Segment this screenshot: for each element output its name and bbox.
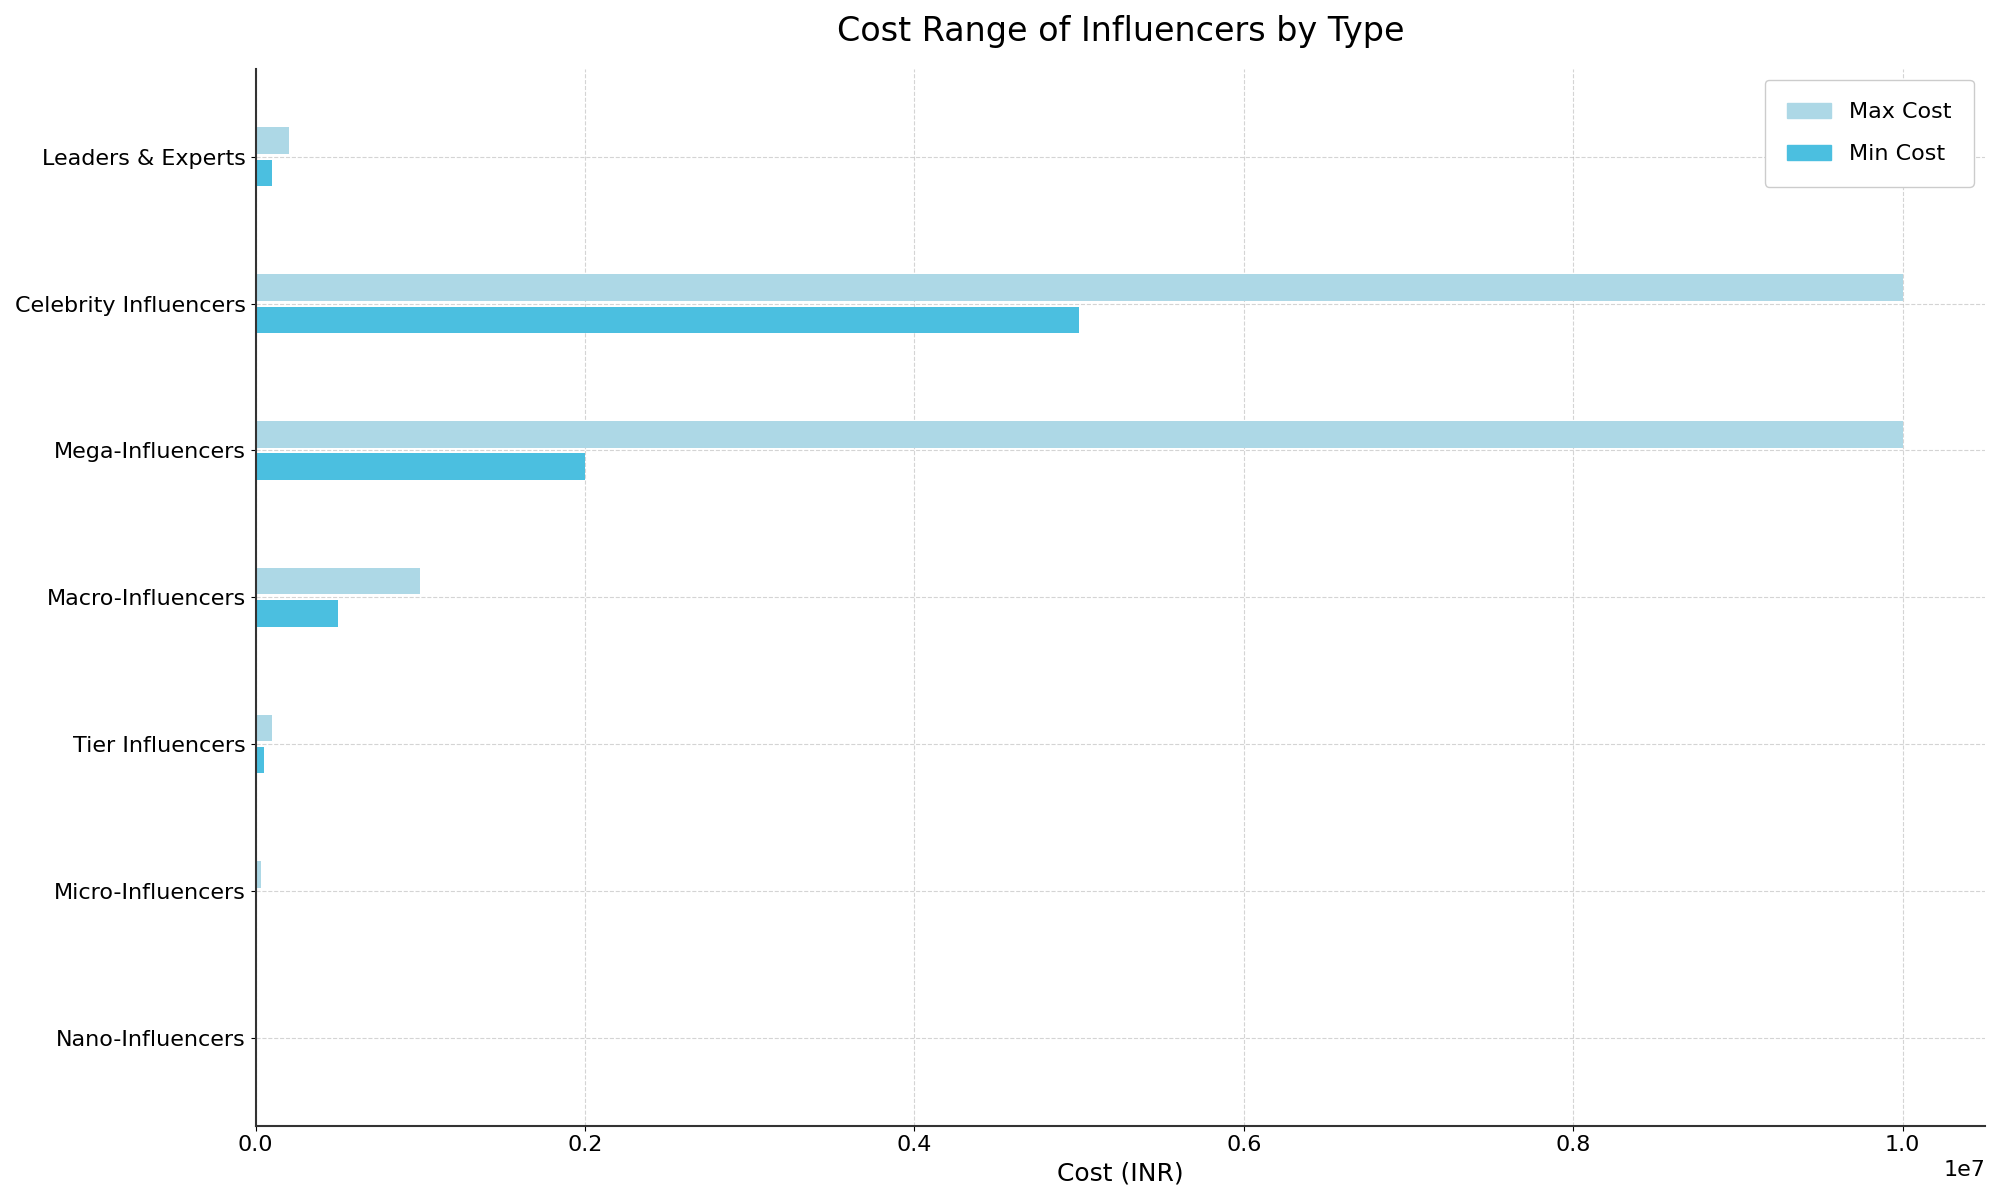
Bar [256,862,260,888]
Bar [256,600,338,626]
Bar [256,454,586,480]
X-axis label: Cost (INR): Cost (INR) [1058,1160,1184,1184]
Bar [256,127,288,154]
Legend: Max Cost, Min Cost: Max Cost, Min Cost [1764,80,1974,186]
Bar [256,421,1902,448]
Bar [256,715,272,742]
Bar [256,746,264,774]
Bar [256,275,1902,301]
Bar [256,160,272,186]
Bar [256,568,420,594]
Title: Cost Range of Influencers by Type: Cost Range of Influencers by Type [836,14,1404,48]
Bar [256,306,1080,334]
